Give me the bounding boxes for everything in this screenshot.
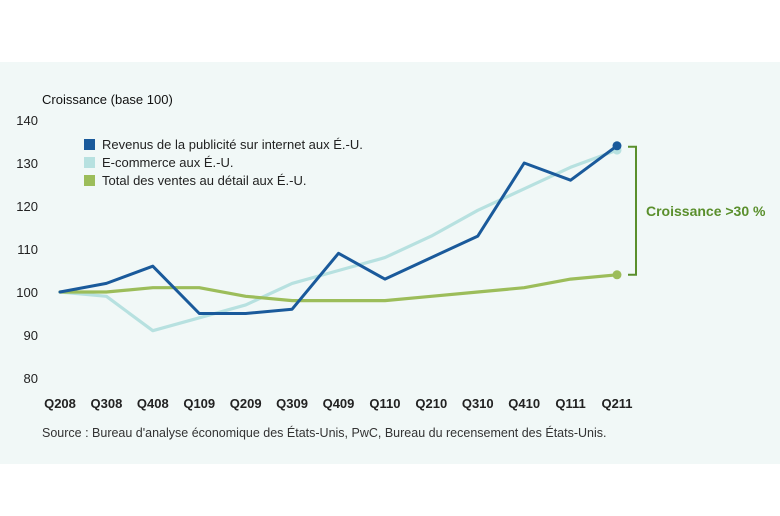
legend-item: E-commerce aux É.-U. [84,153,363,171]
x-tick-label: Q109 [183,396,215,411]
legend-item: Total des ventes au détail aux É.-U. [84,171,363,189]
x-tick-label: Q308 [91,396,123,411]
series-end-marker [612,270,622,280]
x-tick-label: Q110 [369,396,400,411]
series-end-marker [612,141,622,151]
x-tick-label: Q209 [230,396,262,411]
chart-background [0,62,780,464]
legend-label: Total des ventes au détail aux É.-U. [102,172,307,188]
x-tick-label: Q211 [601,396,632,411]
source-note: Source : Bureau d'analyse économique des… [42,426,607,440]
legend: Revenus de la publicité sur internet aux… [84,135,363,189]
x-tick-label: Q409 [323,396,355,411]
growth-annotation-label: Croissance >30 % [646,203,766,219]
series-line [58,148,619,333]
legend-item: Revenus de la publicité sur internet aux… [84,135,363,153]
legend-swatch [84,138,95,150]
x-tick-label: Q309 [276,396,308,411]
x-tick-label: Q208 [44,396,76,411]
y-axis-title: Croissance (base 100) [42,92,173,107]
growth-bracket [628,145,637,276]
y-tick-label: 110 [17,242,38,257]
x-tick-label: Q410 [508,396,540,411]
x-tick-label: Q408 [137,396,169,411]
y-tick-label: 90 [24,328,38,343]
legend-swatch [84,174,95,186]
x-tick-label: Q111 [555,396,585,411]
x-tick-label: Q210 [415,396,447,411]
series-line [58,273,619,303]
y-tick-label: 80 [24,371,38,386]
series-line [58,144,619,315]
y-tick-label: 100 [16,285,38,300]
y-tick-label: 120 [16,199,38,214]
legend-swatch [84,156,95,168]
y-tick-label: 130 [16,156,38,171]
y-tick-label: 140 [16,113,38,128]
legend-label: Revenus de la publicité sur internet aux… [102,136,363,152]
x-tick-label: Q310 [462,396,494,411]
legend-label: E-commerce aux É.-U. [102,154,234,170]
